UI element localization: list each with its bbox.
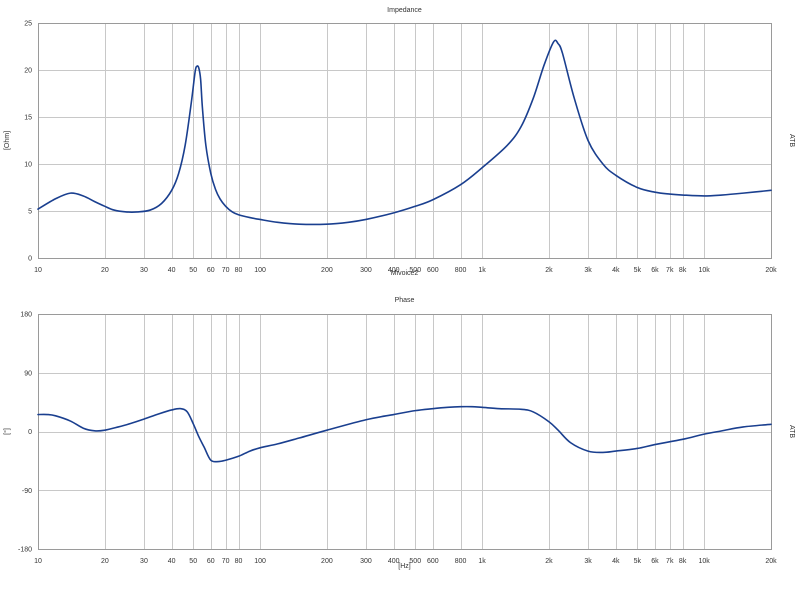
- phase-x-tick-label: 100: [254, 558, 266, 565]
- phase-x-tick-label: 300: [360, 558, 372, 565]
- phase-plot-frame: [38, 314, 772, 550]
- impedance-series-line: [37, 39, 772, 226]
- impedance-y-tick-label: 15: [24, 115, 32, 122]
- phase-y-tick-label: -180: [18, 547, 32, 554]
- phase-x-tick-label: 800: [455, 558, 467, 565]
- phase-y-tick-label: 180: [20, 312, 32, 319]
- impedance-x-tick-label: 600: [427, 267, 439, 274]
- impedance-x-tick-label: 70: [222, 267, 230, 274]
- impedance-x-tick-label: 2k: [545, 267, 553, 274]
- phase-x-tick-label: 200: [321, 558, 333, 565]
- impedance-x-tick-label: 200: [321, 267, 333, 274]
- phase-x-tick-label: 10: [34, 558, 42, 565]
- phase-x-tick-label: 30: [140, 558, 148, 565]
- impedance-y-axis-label: [Ohm]: [4, 131, 11, 150]
- impedance-x-tick-label: 8k: [679, 267, 687, 274]
- impedance-x-tick-label: 400: [388, 267, 400, 274]
- impedance-plot-frame: [38, 23, 772, 259]
- phase-x-tick-label: 500: [409, 558, 421, 565]
- impedance-x-tick-label: 10: [34, 267, 42, 274]
- phase-title: Phase: [395, 297, 415, 304]
- impedance-x-tick-label: 3k: [584, 267, 592, 274]
- impedance-y-tick-label: 20: [24, 68, 32, 75]
- impedance-x-tick-label: 50: [189, 267, 197, 274]
- impedance-y-tick-label: 10: [24, 162, 32, 169]
- impedance-y-tick-label: 0: [28, 256, 32, 263]
- phase-x-tick-label: 600: [427, 558, 439, 565]
- impedance-x-tick-label: 5k: [634, 267, 642, 274]
- phase-x-tick-label: 50: [189, 558, 197, 565]
- phase-x-tick-label: 80: [235, 558, 243, 565]
- phase-y-tick-label: 0: [28, 429, 32, 436]
- impedance-x-tick-label: 80: [235, 267, 243, 274]
- phase-x-tick-label: 10k: [699, 558, 711, 565]
- impedance-title: Impedance: [387, 7, 422, 14]
- impedance-x-tick-label: 1k: [478, 267, 486, 274]
- phase-x-tick-label: 7k: [666, 558, 674, 565]
- phase-x-tick-label: 40: [168, 558, 176, 565]
- impedance-x-tick-label: 300: [360, 267, 372, 274]
- phase-chart: 10 20 30 40 50 60 70 80 100 200 300 400 500 600 800 1k 2…: [3, 297, 795, 570]
- phase-right-label: ATB: [788, 425, 795, 438]
- phase-x-tick-label: 4k: [612, 558, 620, 565]
- phase-y-tick-label: 90: [24, 370, 32, 377]
- phase-x-tick-label: 2k: [545, 558, 553, 565]
- impedance-right-label: ATB: [788, 134, 795, 147]
- impedance-x-tick-label: 40: [168, 267, 176, 274]
- impedance-x-tick-label: 100: [254, 267, 266, 274]
- impedance-x-tick-label: 800: [455, 267, 467, 274]
- impedance-x-tick-label: 4k: [612, 267, 620, 274]
- impedance-x-axis-label: Mivoice2: [391, 270, 419, 277]
- impedance-x-tick-label: 30: [140, 267, 148, 274]
- phase-x-tick-label: 6k: [651, 558, 659, 565]
- phase-x-tick-label: 1k: [478, 558, 486, 565]
- phase-x-tick-label: 60: [207, 558, 215, 565]
- phase-series-line: [37, 405, 772, 463]
- phase-x-tick-label: 20: [101, 558, 109, 565]
- impedance-y-tick-label: 5: [28, 209, 32, 216]
- phase-x-tick-label: 400: [388, 558, 400, 565]
- phase-x-tick-label: 70: [222, 558, 230, 565]
- impedance-x-tick-label: 10k: [699, 267, 711, 274]
- phase-y-axis-label: [°]: [3, 428, 11, 435]
- impedance-y-tick-label: 25: [24, 21, 32, 28]
- phase-x-axis-label: [Hz]: [398, 563, 411, 570]
- phase-y-tick-label: -90: [22, 488, 32, 495]
- phase-x-tick-label: 20k: [765, 558, 777, 565]
- impedance-x-tick-label: 500: [409, 267, 421, 274]
- phase-x-tick-label: 8k: [679, 558, 687, 565]
- impedance-x-tick-label: 60: [207, 267, 215, 274]
- impedance-x-tick-label: 6k: [651, 267, 659, 274]
- impedance-chart: 10 20 30 40 50 60 70 80 100 200 300 400 500 600 800 1k 2…: [4, 7, 795, 277]
- impedance-x-tick-label: 7k: [666, 267, 674, 274]
- impedance-x-tick-label: 20k: [765, 267, 777, 274]
- impedance-x-tick-label: 20: [101, 267, 109, 274]
- phase-x-tick-label: 5k: [634, 558, 642, 565]
- phase-x-tick-label: 3k: [584, 558, 592, 565]
